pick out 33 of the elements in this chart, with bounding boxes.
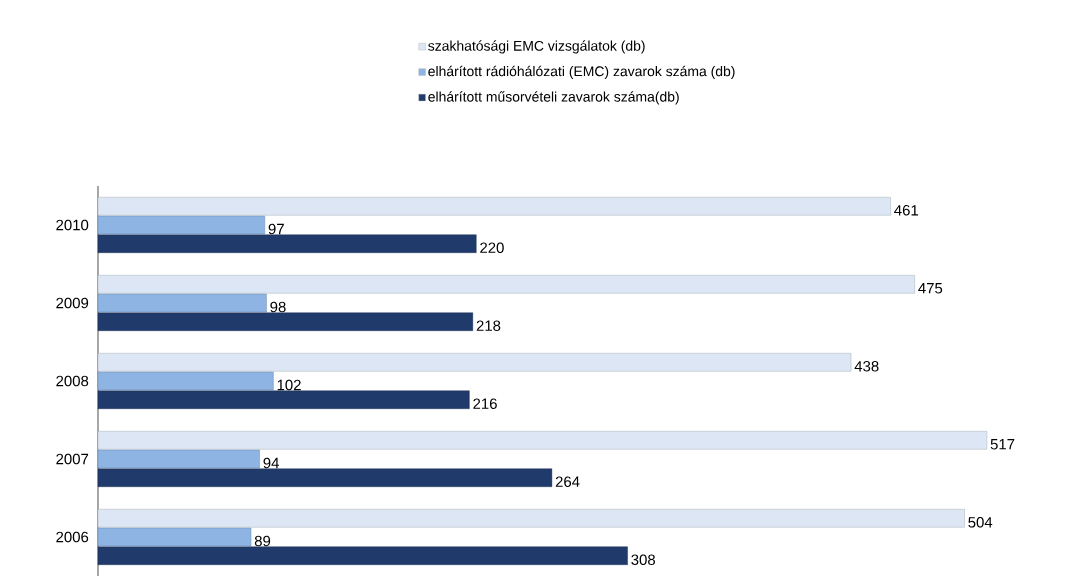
- data-label: 264: [555, 476, 580, 487]
- bar: [97, 312, 474, 331]
- bar: [97, 527, 252, 547]
- data-label: 97: [268, 223, 284, 235]
- data-label: 461: [894, 204, 918, 216]
- y-tick-label: 2007: [56, 453, 89, 465]
- bar: [97, 215, 265, 235]
- y-tick-label: 2008: [56, 375, 89, 387]
- data-label: 220: [480, 242, 504, 253]
- y-tick-label: 2006: [56, 531, 89, 543]
- data-label: 475: [918, 283, 943, 294]
- bar: [97, 546, 628, 565]
- data-label: 504: [968, 516, 993, 528]
- data-label: 89: [254, 535, 271, 547]
- data-label: 94: [263, 457, 279, 469]
- data-label: 98: [270, 301, 286, 313]
- bar: [97, 234, 477, 253]
- data-label: 102: [277, 379, 301, 391]
- bar: [97, 293, 267, 313]
- bar: [97, 468, 553, 487]
- bar: [97, 390, 470, 409]
- data-label: 438: [854, 360, 879, 372]
- data-label: 218: [476, 320, 501, 331]
- data-label: 517: [990, 439, 1015, 450]
- data-label: 216: [473, 398, 497, 409]
- bar: [97, 371, 274, 391]
- y-tick-label: 2009: [56, 297, 89, 309]
- data-label: 308: [631, 554, 656, 565]
- y-tick-label: 2010: [56, 219, 89, 231]
- legend-label: szakhatósági EMC vizsgálatok (db): [428, 40, 645, 54]
- legend-label: elhárított műsorvételi zavarok száma(db): [428, 91, 679, 105]
- legend-label: elhárított rádióhálózati (EMC) zavarok száma (db): [428, 65, 735, 79]
- bar: [97, 449, 260, 469]
